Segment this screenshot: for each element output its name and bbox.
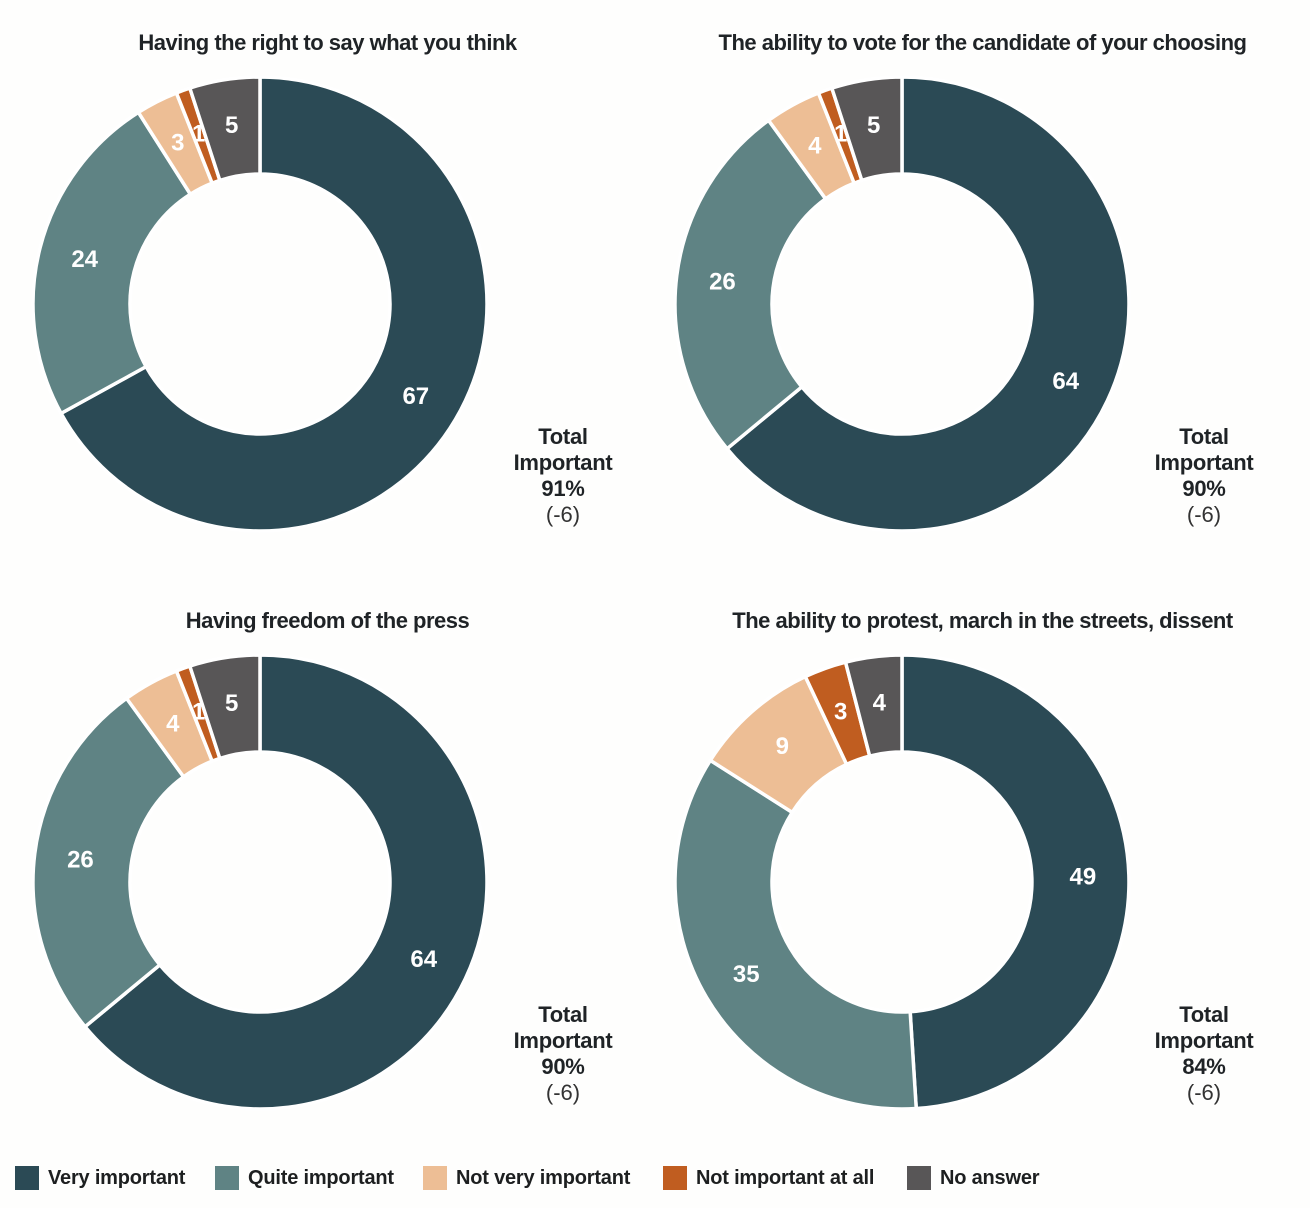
slice-value-label: 26 <box>67 846 94 873</box>
donut-chart: 49 35 9 3 4 <box>672 652 1132 1112</box>
legend-label: Not important at all <box>696 1166 875 1189</box>
legend-label: Quite important <box>248 1166 394 1189</box>
slice-value-label: 67 <box>402 383 429 410</box>
slice-value-label: 1 <box>192 121 205 148</box>
donut-svg: 49 35 9 3 4 <box>673 653 1131 1111</box>
legend-item-no-answer: No answer <box>907 1164 1040 1192</box>
legend-item-quite-important: Quite important <box>215 1164 394 1192</box>
legend-swatch-not-very-important <box>423 1166 447 1190</box>
donut-chart: 64 26 4 1 5 <box>672 74 1132 534</box>
change-value: (-6) <box>545 502 581 527</box>
total-important-annotation: Total Important 84% (-6) <box>1094 1002 1310 1106</box>
important-word: Important <box>1154 450 1254 475</box>
chart-title: The ability to vote for the candidate of… <box>718 30 1247 56</box>
change-value: (-6) <box>545 1080 581 1105</box>
important-word: Important <box>1154 1028 1254 1053</box>
total-important-value: 84% <box>1182 1054 1226 1079</box>
slice-very-important <box>83 653 489 1111</box>
slice-very-important <box>725 75 1131 533</box>
total-word: Total <box>538 1002 588 1027</box>
legend-swatch-not-important-at-all <box>663 1166 687 1190</box>
slice-value-label: 5 <box>867 112 880 139</box>
legend-label: Not very important <box>456 1166 631 1189</box>
change-value: (-6) <box>1186 502 1222 527</box>
donut-chart: 64 26 4 1 5 <box>30 652 490 1112</box>
total-important-value: 90% <box>541 1054 585 1079</box>
legend-item-not-important-at-all: Not important at all <box>663 1164 874 1192</box>
total-important-value: 91% <box>541 476 585 501</box>
slice-value-label: 3 <box>834 699 847 726</box>
slice-very-important <box>59 75 489 533</box>
total-important-value: 90% <box>1182 476 1226 501</box>
slice-no-answer <box>188 653 262 761</box>
slice-quite-important <box>31 110 193 416</box>
total-important-annotation: Total Important 90% (-6) <box>453 1002 673 1106</box>
slice-value-label: 5 <box>225 112 238 139</box>
donut-svg: 64 26 4 1 5 <box>673 75 1131 533</box>
slice-value-label: 4 <box>166 710 180 737</box>
slice-quite-important <box>673 758 918 1111</box>
slice-value-label: 4 <box>873 689 887 716</box>
donut-chart: 67 24 3 1 5 <box>30 74 490 534</box>
change-value: (-6) <box>1186 1080 1222 1105</box>
total-word: Total <box>1179 424 1229 449</box>
chart-panel-vote: The ability to vote for the candidate of… <box>655 0 1310 578</box>
slice-value-label: 24 <box>71 246 98 273</box>
slice-no-answer <box>188 75 262 183</box>
slice-value-label: 35 <box>733 961 760 988</box>
legend-swatch-no-answer <box>907 1166 931 1190</box>
slice-very-important <box>900 653 1131 1111</box>
chart-title: Having the right to say what you think <box>138 30 517 56</box>
slice-no-answer <box>843 653 904 758</box>
legend-label: Very important <box>48 1166 186 1189</box>
slice-value-label: 5 <box>225 690 238 717</box>
slice-quite-important <box>31 696 186 1029</box>
slice-value-label: 3 <box>171 130 184 157</box>
total-word: Total <box>1179 1002 1229 1027</box>
legend-item-very-important: Very important <box>15 1164 185 1192</box>
slice-quite-important <box>673 118 828 451</box>
total-word: Total <box>538 424 588 449</box>
important-word: Important <box>513 1028 613 1053</box>
total-important-annotation: Total Important 90% (-6) <box>1094 424 1310 528</box>
donut-svg: 67 24 3 1 5 <box>31 75 489 533</box>
important-word: Important <box>513 450 613 475</box>
chart-title: The ability to protest, march in the str… <box>732 608 1233 634</box>
slice-value-label: 4 <box>808 132 822 159</box>
slice-value-label: 1 <box>834 121 847 148</box>
chart-panel-right-to-say: Having the right to say what you think 6… <box>0 0 655 578</box>
slice-no-answer <box>830 75 904 183</box>
chart-title: Having freedom of the press <box>185 608 470 634</box>
chart-panel-press: Having freedom of the press 64 26 4 1 5 Tota… <box>0 578 655 1156</box>
chart-panel-protest: The ability to protest, march in the str… <box>655 578 1310 1156</box>
legend: Very important Quite important Not very … <box>0 1164 1310 1194</box>
slice-value-label: 64 <box>1052 368 1079 395</box>
legend-item-not-very-important: Not very important <box>423 1164 630 1192</box>
legend-swatch-very-important <box>15 1166 39 1190</box>
slice-value-label: 49 <box>1070 863 1097 890</box>
legend-swatch-quite-important <box>215 1166 239 1190</box>
total-important-annotation: Total Important 91% (-6) <box>453 424 673 528</box>
slice-value-label: 64 <box>410 946 437 973</box>
donut-svg: 64 26 4 1 5 <box>31 653 489 1111</box>
slice-value-label: 1 <box>192 699 205 726</box>
legend-label: No answer <box>940 1166 1040 1189</box>
slice-value-label: 9 <box>776 733 789 760</box>
slice-value-label: 26 <box>709 268 736 295</box>
